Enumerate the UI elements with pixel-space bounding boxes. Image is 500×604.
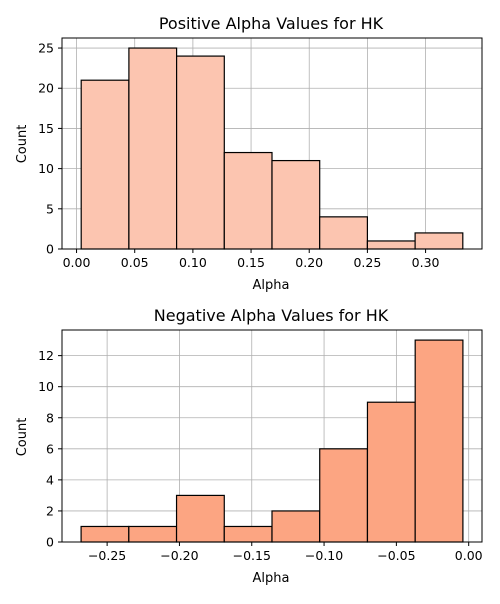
- y-tick-label: 12: [38, 348, 54, 363]
- y-tick-label: 0: [46, 535, 54, 550]
- x-tick-label: −0.10: [305, 548, 343, 563]
- x-tick-label: −0.20: [160, 548, 198, 563]
- y-axis-label: Count: [15, 125, 30, 164]
- histogram-bar: [319, 448, 369, 543]
- chart-title: Negative Alpha Values for HK: [154, 306, 389, 325]
- y-tick-label: 4: [46, 472, 54, 487]
- x-axis-label: Alpha: [253, 278, 290, 293]
- y-tick-label: 0: [46, 242, 54, 257]
- y-tick-label: 15: [38, 121, 54, 136]
- plot-frame: [61, 37, 483, 250]
- histogram-bar: [319, 216, 369, 250]
- negative-alpha-chart: Negative Alpha Values for HK −0.25 −0.20 −…: [15, 306, 483, 586]
- histogram-bar: [223, 525, 273, 543]
- x-tick-label: −0.05: [377, 548, 415, 563]
- x-tick-label: 0.10: [179, 255, 207, 270]
- x-tick-label: 0.00: [63, 255, 91, 270]
- y-tick-label: 2: [46, 503, 54, 518]
- y-tick-label: 25: [38, 41, 54, 56]
- histogram-bar: [175, 55, 225, 250]
- y-tick-label: 5: [46, 201, 54, 216]
- y-axis-label: Count: [15, 418, 30, 457]
- chart-title: Positive Alpha Values for HK: [159, 14, 384, 33]
- x-tick-label: −0.15: [233, 548, 271, 563]
- x-tick-label: 0.25: [353, 255, 381, 270]
- plot-frame: [61, 329, 483, 543]
- y-tick-label: 10: [38, 161, 54, 176]
- histogram-bar: [271, 159, 321, 250]
- histogram-bar: [80, 525, 130, 543]
- x-axis-label: Alpha: [253, 571, 290, 586]
- histogram-bar: [80, 79, 130, 250]
- x-tick-label: 0.20: [295, 255, 323, 270]
- x-tick-label: 0.00: [455, 548, 483, 563]
- histogram-bar: [366, 401, 416, 543]
- y-tick-label: 6: [46, 441, 54, 456]
- histogram-bar: [128, 47, 178, 250]
- histogram-bar: [414, 339, 464, 543]
- positive-alpha-chart: Positive Alpha Values for HK 0.00 0.05 0.1…: [15, 14, 483, 293]
- y-tick-label: 20: [38, 81, 54, 96]
- y-tick-label: 10: [38, 379, 54, 394]
- x-tick-label: 0.05: [121, 255, 149, 270]
- histogram-bar: [223, 151, 273, 250]
- x-tick-label: 0.15: [237, 255, 265, 270]
- histogram-bar: [414, 232, 464, 250]
- histogram-bar: [128, 525, 178, 543]
- x-tick-label: 0.30: [412, 255, 440, 270]
- histogram-bar: [366, 240, 416, 250]
- histogram-bar: [271, 510, 321, 543]
- histogram-bar: [175, 494, 225, 543]
- y-tick-label: 8: [46, 410, 54, 425]
- x-tick-label: −0.25: [88, 548, 126, 563]
